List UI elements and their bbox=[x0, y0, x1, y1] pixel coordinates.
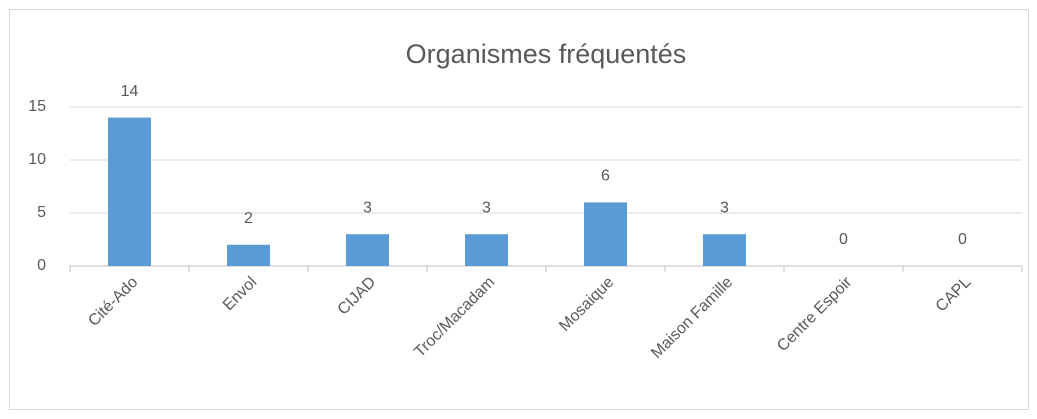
data-label: 0 bbox=[958, 231, 967, 248]
bar bbox=[346, 234, 389, 266]
y-tick-label: 15 bbox=[28, 98, 46, 115]
data-label: 3 bbox=[720, 199, 729, 216]
bar bbox=[227, 244, 270, 266]
data-label: 3 bbox=[363, 199, 372, 216]
bar bbox=[584, 202, 627, 266]
data-label: 6 bbox=[601, 168, 610, 185]
y-tick-label: 5 bbox=[37, 204, 46, 221]
chart-title: Organismes fréquentés bbox=[406, 39, 687, 69]
data-label: 0 bbox=[839, 231, 848, 248]
bar bbox=[465, 234, 508, 266]
data-label: 3 bbox=[482, 199, 491, 216]
y-tick-label: 10 bbox=[28, 151, 46, 168]
chart-border bbox=[9, 9, 1029, 410]
y-tick-label: 0 bbox=[37, 257, 46, 274]
bar bbox=[108, 117, 151, 266]
data-label: 14 bbox=[121, 83, 139, 100]
data-label: 2 bbox=[244, 210, 253, 227]
bar bbox=[703, 234, 746, 266]
